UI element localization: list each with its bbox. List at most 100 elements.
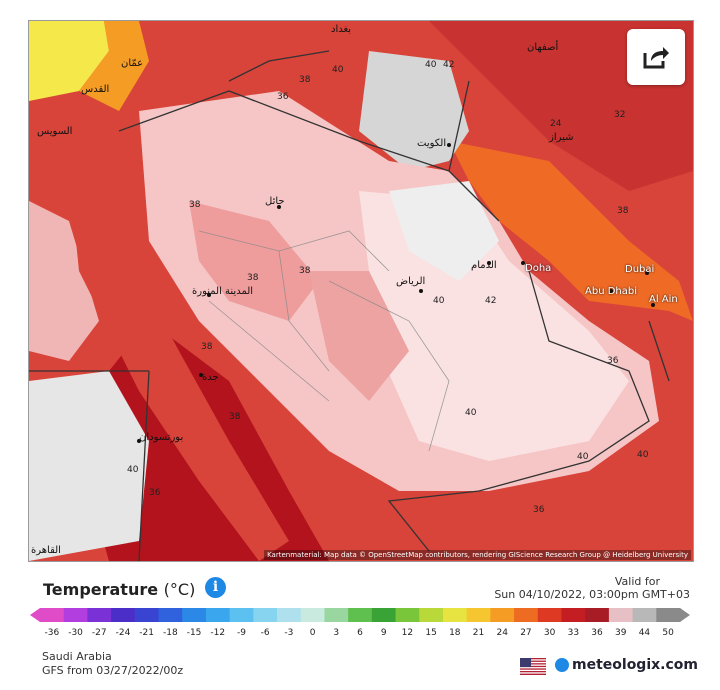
temp-label: 38: [299, 266, 311, 276]
scale-tick-label: -30: [68, 628, 83, 638]
scale-swatch: [466, 608, 491, 622]
temp-label: 36: [149, 488, 161, 498]
temp-label: 38: [201, 342, 213, 352]
meteologix-logo-icon: [555, 658, 569, 672]
city-label-jeddah: جدة: [202, 372, 219, 383]
city-label-dubai: Dubai: [625, 264, 655, 275]
scale-tick-label: 18: [449, 628, 461, 638]
scale-swatch: [632, 608, 657, 622]
scale-swatch: [158, 608, 183, 622]
scale-swatch: [324, 608, 349, 622]
scale-tick-label: 50: [662, 628, 674, 638]
temp-label: 40: [465, 408, 477, 418]
scale-tick-label: 12: [401, 628, 414, 638]
scale-tick-label: -9: [236, 628, 246, 638]
temp-label: 40: [425, 60, 437, 70]
city-label-doha: Doha: [525, 263, 552, 274]
scale-tick-label: 0: [309, 628, 316, 638]
city-dot: [521, 261, 525, 265]
temp-label: 40: [433, 296, 445, 306]
map-attribution: Kartenmaterial: Map data © OpenStreetMap…: [264, 550, 691, 560]
us-flag-icon[interactable]: [520, 658, 546, 675]
scale-tick-label: 24: [496, 628, 508, 638]
info-icon[interactable]: i: [205, 577, 226, 598]
scale-tick-label: -15: [186, 628, 202, 638]
legend-title-text: Temperature: [43, 580, 159, 599]
city-label-al-ain: Al Ain: [649, 294, 678, 305]
color-scale-ticks: -36 -30 -27 -24 -21 -18 -15 -12 -9 -6 -3 0 3 6 9 12 15 18…: [0, 628, 720, 642]
scale-swatch: [656, 608, 681, 622]
scale-tick-label: 15: [425, 628, 437, 638]
brand-logo[interactable]: meteologix.com: [555, 657, 698, 673]
region-name: Saudi Arabia: [42, 650, 112, 663]
scale-tick-label: 39: [615, 628, 627, 638]
scale-tick-label: -6: [260, 628, 270, 638]
scale-tick-label: 27: [520, 628, 532, 638]
temp-label: 38: [299, 75, 311, 85]
city-label-dammam: الدمام: [471, 260, 497, 271]
city-label-port-sudan: بورتسودان: [139, 432, 184, 443]
color-scale-bar: [30, 608, 690, 622]
scale-swatch: [63, 608, 88, 622]
scale-tick-label: 36: [591, 628, 603, 638]
temp-label: 38: [617, 206, 629, 216]
city-label-abu-dhabi: Abu Dhabi: [585, 286, 637, 297]
scale-swatch: [442, 608, 468, 622]
scale-swatch: [608, 608, 634, 622]
city-label-suez: السويس: [37, 126, 73, 137]
scale-swatch: [514, 608, 539, 622]
temp-label: 38: [189, 200, 201, 210]
city-label-medina: المدينة المنورة: [192, 286, 254, 297]
scale-swatch: [182, 608, 207, 622]
city-label-cairo: القاهرة: [31, 545, 61, 556]
city-dot: [447, 143, 451, 147]
city-dot: [277, 205, 281, 209]
temp-label: 42: [485, 296, 497, 306]
temp-label: 40: [332, 65, 344, 75]
temp-label: 32: [614, 110, 626, 120]
scale-tick-label: -21: [139, 628, 155, 638]
temp-label: 36: [607, 356, 619, 366]
scale-tick-label: 33: [567, 628, 580, 638]
city-dot: [645, 271, 649, 275]
scale-tick-label: 9: [380, 628, 387, 638]
scale-swatch: [40, 608, 65, 622]
scale-tick-label: -24: [115, 628, 131, 638]
scale-swatch: [253, 608, 278, 622]
brand-name: meteologix.com: [572, 657, 698, 673]
city-label-isfahan: أصفهان: [527, 42, 559, 53]
scale-swatch: [561, 608, 586, 622]
valid-time: Sun 04/10/2022, 03:00pm GMT+03: [494, 588, 690, 601]
temperature-map[interactable]: 38 38 38 38 38 38 38 40 40 40 42 40 40 4…: [28, 20, 694, 562]
scale-tick-label: -27: [91, 628, 107, 638]
share-button[interactable]: [627, 29, 685, 85]
scale-tick-label: 6: [357, 628, 363, 638]
temp-label: 36: [533, 505, 545, 515]
scale-tick-label: -18: [163, 628, 178, 638]
scale-arrow-right: [680, 608, 690, 622]
temp-label: 24: [550, 119, 562, 129]
scale-swatch: [537, 608, 562, 622]
temp-label: 40: [127, 465, 139, 475]
city-label-kuwait: الكويت: [417, 138, 447, 149]
scale-swatch: [111, 608, 136, 622]
scale-swatch: [419, 608, 444, 622]
city-label-hail: حائل: [265, 196, 285, 207]
scale-tick-label: 21: [472, 628, 485, 638]
scale-swatch: [585, 608, 610, 622]
city-dot: [419, 289, 423, 293]
scale-swatch: [277, 608, 302, 622]
city-dot: [137, 439, 141, 443]
scale-swatch: [134, 608, 160, 622]
scale-arrow-left: [30, 608, 40, 622]
scale-swatch: [490, 608, 515, 622]
temp-label: 40: [577, 452, 589, 462]
scale-swatch: [371, 608, 397, 622]
scale-tick-label: -12: [210, 628, 226, 638]
share-icon: [643, 47, 669, 69]
temp-label: 38: [247, 273, 259, 283]
scale-tick-label: -3: [284, 628, 294, 638]
scale-swatch: [300, 608, 325, 622]
city-dot: [609, 289, 613, 293]
city-label-baghdad: بغداد: [331, 24, 352, 35]
